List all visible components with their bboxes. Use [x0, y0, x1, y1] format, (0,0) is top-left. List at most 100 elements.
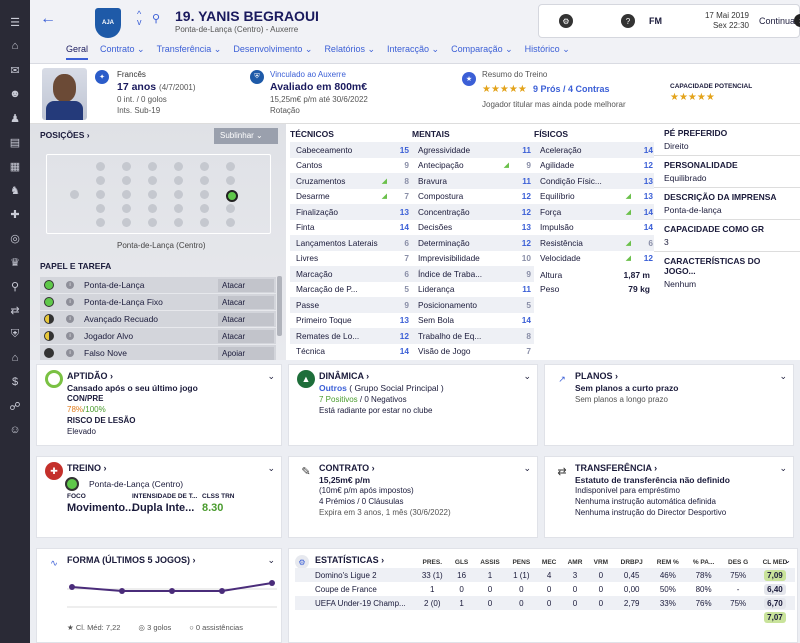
menu-icon[interactable]: ☰ [10, 16, 20, 29]
training-pros[interactable]: 9 Prós / 4 Contras [533, 84, 610, 94]
attribute-row[interactable]: Agilidade 12 [540, 160, 653, 171]
tab-relatorios[interactable]: Relatórios ⌄ [324, 44, 376, 54]
settings-icon[interactable]: ⚙ [559, 14, 573, 28]
attribute-row[interactable]: Compostura 12 [418, 191, 531, 202]
attribute-row[interactable]: Antecipação ◢ 9 [418, 160, 531, 171]
attribute-row[interactable]: Agressividade 11 [412, 142, 534, 158]
attribute-row[interactable]: Cruzamentos ◢ 8 [290, 173, 412, 189]
finance-icon[interactable]: $ [11, 376, 19, 388]
role-row[interactable]: i Avançado Recuado Atacar [40, 311, 276, 327]
tab-historico[interactable]: Histórico ⌄ [524, 44, 570, 54]
attribute-row[interactable]: Cabeceamento 15 [290, 142, 412, 158]
scouting-icon[interactable]: ⚲ [10, 280, 20, 293]
attribute-row[interactable]: Velocidade ◢ 12 [540, 253, 653, 264]
training-icon[interactable]: ♞ [10, 184, 20, 197]
attribute-row[interactable]: Equilíbrio ◢ 13 [540, 191, 653, 202]
attribute-row[interactable]: Imprevisibilidade 10 [418, 253, 531, 264]
attribute-row[interactable]: Técnica 14 [296, 346, 409, 357]
club-crest[interactable]: AJA [95, 8, 121, 38]
tab-contrato[interactable]: Contrato ⌄ [100, 44, 145, 54]
player-subtitle[interactable]: Ponta-de-Lança (Centro) - Auxerre [175, 25, 299, 34]
player-traits[interactable]: CARACTERÍSTICAS DO JOGO... Nenhum [664, 256, 761, 289]
tab-comparacao[interactable]: Comparação ⌄ [451, 44, 513, 54]
attribute-row[interactable]: Concentração 12 [412, 204, 534, 220]
attribute-row[interactable]: Primeiro Toque 13 [296, 315, 409, 326]
attribute-row[interactable]: Índice de Traba... 9 [412, 266, 534, 282]
training-title[interactable]: TREINO › [67, 463, 107, 473]
tab-desenvolvimento[interactable]: Desenvolvimento ⌄ [233, 44, 313, 54]
attribute-row[interactable]: Sem Bola 14 [418, 315, 531, 326]
attribute-row[interactable]: Impulsão 14 [540, 222, 653, 233]
positions-title[interactable]: POSIÇÕES › [40, 130, 90, 140]
chevron-down-icon[interactable]: ⌄ [267, 555, 275, 565]
youth-icon[interactable]: ☺ [9, 424, 21, 436]
tab-interaccao[interactable]: Interacção ⌄ [387, 44, 440, 54]
chevron-down-icon[interactable]: ⌄ [523, 371, 531, 381]
calendar-icon[interactable]: ▦ [9, 160, 21, 173]
attribute-row[interactable]: Condição Físic... 13 [534, 173, 656, 189]
attribute-row[interactable]: Trabalho de Eq... 8 [412, 328, 534, 344]
roles-scrollbar[interactable] [277, 276, 282, 336]
chevron-down-icon[interactable]: ⌄ [779, 463, 787, 473]
nationality[interactable]: Francês [117, 70, 146, 79]
intl-team[interactable]: Ints. Sub-19 [117, 106, 161, 115]
focus-value[interactable]: Movimento... [67, 502, 135, 514]
competitions-icon[interactable]: ◎ [10, 232, 20, 245]
attribute-row[interactable]: Finalização 13 [290, 204, 412, 220]
fitness-title[interactable]: APTIDÃO › [67, 371, 113, 381]
stats-row[interactable]: Coupe de France 1 0 0 0 0 0 0 0,00 50% 80% - 6,40 [295, 582, 795, 596]
search-icon[interactable]: ⚲ [152, 13, 161, 25]
prev-next-icon[interactable]: ^ v [137, 9, 142, 27]
highlight-dropdown[interactable]: Sublinhar ⌄ [214, 128, 278, 144]
role-row[interactable]: i Ponta-de-Lança Atacar [40, 277, 276, 293]
form-title[interactable]: FORMA (ÚLTIMOS 5 JOGOS) › [67, 555, 196, 565]
attribute-row[interactable]: Bravura 11 [412, 173, 534, 189]
medical-icon[interactable]: ✚ [10, 208, 20, 221]
chevron-down-icon[interactable]: ⌄ [267, 371, 275, 381]
chevron-down-icon[interactable]: ⌄ [779, 371, 787, 381]
attribute-row[interactable]: Posicionamento 5 [412, 297, 534, 313]
attribute-row[interactable]: Remates de Lo... 12 [290, 328, 412, 344]
intensity-value[interactable]: Dupla Inte... [132, 502, 195, 514]
attribute-row[interactable]: Força ◢ 14 [534, 204, 656, 220]
inbox-icon[interactable]: ✉ [10, 64, 20, 77]
chevron-down-icon[interactable]: ⌄ [523, 463, 531, 473]
squad-icon[interactable]: ☻ [9, 88, 21, 100]
role-row[interactable]: i Jogador Alvo Atacar [40, 328, 276, 344]
attribute-row[interactable]: Visão de Jogo 7 [418, 346, 531, 357]
attribute-row[interactable]: Liderança 11 [418, 284, 531, 295]
staff-icon[interactable]: ♟ [10, 112, 20, 125]
home-icon[interactable]: ⌂ [11, 40, 19, 52]
stats-title[interactable]: ESTATÍSTICAS › [315, 555, 385, 565]
attribute-row[interactable]: Aceleração 14 [534, 142, 656, 158]
attribute-row[interactable]: Finta 14 [296, 222, 409, 233]
stats-row[interactable]: 7,07 [295, 610, 795, 624]
attribute-row[interactable]: Lançamentos Laterais 6 [290, 235, 412, 251]
board-icon[interactable]: ⌂ [11, 352, 19, 364]
attribute-row[interactable]: Resistência ◢ 6 [534, 235, 656, 251]
transfer-title[interactable]: TRANSFERÊNCIA › [575, 463, 658, 473]
chevron-down-icon[interactable]: ⌄ [783, 555, 791, 565]
role-row[interactable]: i Falso Nove Apoiar [40, 345, 276, 360]
attribute-row[interactable]: Cantos 9 [296, 160, 409, 171]
dev-icon[interactable]: ☍ [9, 400, 21, 413]
role-row[interactable]: i Ponta-de-Lança Fixo Atacar [40, 294, 276, 310]
attribute-row[interactable]: Passe 9 [290, 297, 412, 313]
plans-title[interactable]: PLANOS › [575, 371, 619, 381]
fm-logo[interactable]: FM [649, 16, 662, 26]
dynamics-title[interactable]: DINÂMICA › [319, 371, 370, 381]
attribute-row[interactable]: Decisões 13 [418, 222, 531, 233]
trophy-icon[interactable]: ♛ [10, 256, 20, 269]
attribute-row[interactable]: Determinação 12 [412, 235, 534, 251]
back-arrow-icon[interactable]: ← [40, 10, 56, 27]
continue-arrow-icon[interactable]: › [794, 14, 800, 27]
stats-row[interactable]: UEFA Under-19 Champ... 2 (0) 1 0 0 0 0 0 2,79 33%… [295, 596, 795, 610]
chevron-down-icon[interactable]: ⌄ [267, 463, 275, 473]
club-link[interactable]: Vinculado ao Auxerre [270, 70, 346, 79]
contract-title[interactable]: CONTRATO › [319, 463, 375, 473]
transfers-icon[interactable]: ⇄ [10, 304, 20, 317]
help-icon[interactable]: ? [621, 14, 635, 28]
tactics-icon[interactable]: ▤ [9, 136, 21, 149]
attribute-row[interactable]: Marcação 6 [290, 266, 412, 282]
stats-row[interactable]: Domino's Ligue 2 33 (1) 16 1 1 (1) 4 3 0 0,45 46%… [295, 568, 795, 582]
